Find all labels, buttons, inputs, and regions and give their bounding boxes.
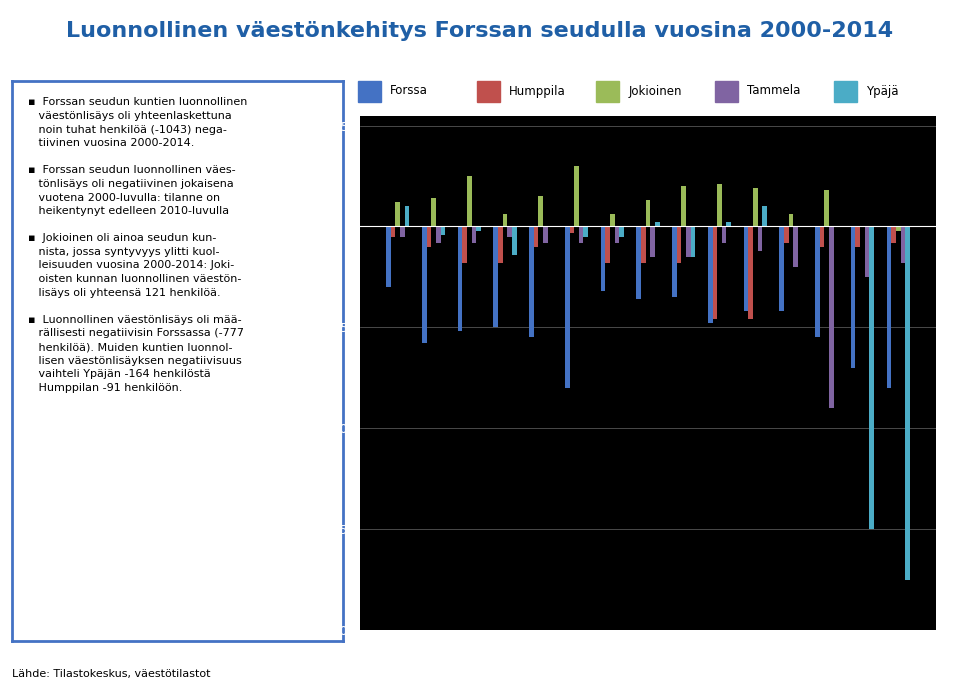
Bar <box>722 227 727 243</box>
Bar <box>471 227 476 243</box>
Bar <box>493 227 498 328</box>
Bar <box>441 227 445 235</box>
Bar <box>672 227 677 297</box>
Bar <box>793 227 798 267</box>
Bar <box>784 227 789 243</box>
Bar <box>436 227 441 243</box>
Bar <box>682 186 686 227</box>
Bar <box>753 188 757 227</box>
Bar <box>905 227 910 580</box>
Text: Ypäjä: Ypäjä <box>867 85 899 97</box>
Bar <box>606 227 610 262</box>
Bar <box>584 227 588 237</box>
Bar <box>825 190 829 227</box>
Bar <box>887 227 891 388</box>
Bar <box>391 227 396 237</box>
Bar <box>762 206 767 227</box>
Bar <box>690 227 695 257</box>
Bar <box>507 227 512 237</box>
Bar <box>386 227 391 287</box>
Bar <box>744 227 748 312</box>
Bar <box>727 223 732 227</box>
Bar <box>829 227 833 408</box>
Bar <box>820 227 825 246</box>
Bar <box>426 227 431 246</box>
Bar <box>655 223 660 227</box>
Bar <box>789 214 793 227</box>
Bar <box>748 227 753 319</box>
Bar <box>714 80 738 101</box>
Bar <box>574 166 579 227</box>
Bar <box>712 227 717 319</box>
Bar <box>610 214 614 227</box>
Text: Lähde: Tilastokeskus, väestötilastot: Lähde: Tilastokeskus, väestötilastot <box>12 669 210 679</box>
Bar <box>543 227 548 243</box>
Bar <box>476 80 500 101</box>
Bar <box>619 227 624 237</box>
Text: Humppila: Humppila <box>509 85 566 97</box>
Bar <box>539 196 543 227</box>
Bar <box>757 227 762 251</box>
Bar <box>677 227 682 262</box>
Bar <box>476 227 481 230</box>
Text: ▪  Forssan seudun kuntien luonnollinen
   väestönlisäys oli yhteenlaskettuna
   : ▪ Forssan seudun kuntien luonnollinen vä… <box>28 97 248 393</box>
Bar <box>833 80 857 101</box>
Bar <box>650 227 655 257</box>
Bar <box>595 80 619 101</box>
Bar <box>463 227 467 262</box>
Bar <box>865 227 870 277</box>
Text: Tammela: Tammela <box>747 85 801 97</box>
Bar <box>614 227 619 243</box>
Text: Luonnollinen väestönkehitys Forssan seudulla vuosina 2000-2014: Luonnollinen väestönkehitys Forssan seud… <box>66 21 894 41</box>
Bar <box>396 202 400 227</box>
Text: Forssa: Forssa <box>390 85 428 97</box>
Bar <box>896 227 900 230</box>
Bar <box>815 227 820 337</box>
Bar <box>431 198 436 227</box>
Bar <box>780 227 784 312</box>
Bar <box>708 227 712 323</box>
Bar <box>529 227 534 337</box>
Bar <box>870 227 874 529</box>
Bar <box>357 80 381 101</box>
Text: Jokioinen: Jokioinen <box>628 85 682 97</box>
Bar <box>498 227 503 262</box>
Bar <box>422 227 426 344</box>
Bar <box>400 227 405 237</box>
Bar <box>512 227 516 255</box>
Bar <box>467 176 471 227</box>
Bar <box>686 227 690 257</box>
Bar <box>458 227 463 331</box>
Bar <box>851 227 855 368</box>
Bar <box>646 200 650 227</box>
Bar <box>601 227 606 291</box>
Bar <box>503 214 507 227</box>
Bar <box>717 184 722 227</box>
Bar <box>641 227 646 262</box>
Bar <box>534 227 539 246</box>
Bar <box>900 227 905 262</box>
Bar <box>405 206 409 227</box>
Bar <box>855 227 860 246</box>
Bar <box>891 227 896 243</box>
Bar <box>569 227 574 232</box>
Bar <box>636 227 641 299</box>
Bar <box>564 227 569 388</box>
Bar <box>579 227 584 243</box>
